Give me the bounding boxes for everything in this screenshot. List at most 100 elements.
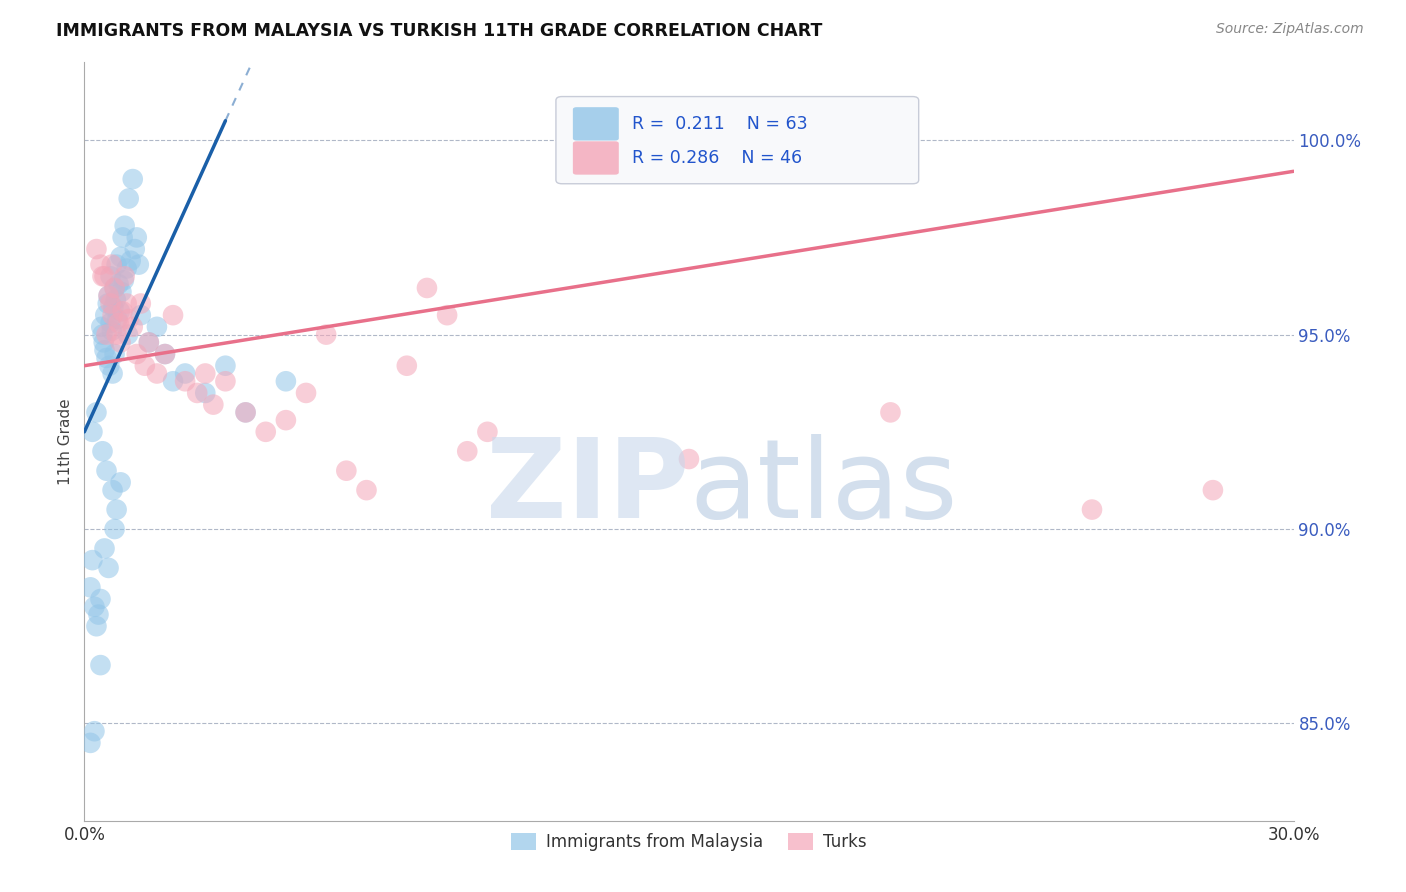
Point bbox=[186, 386, 208, 401]
Point bbox=[274, 374, 297, 388]
Text: R =  0.211    N = 63: R = 0.211 N = 63 bbox=[633, 115, 807, 133]
Point bbox=[162, 374, 184, 388]
Point bbox=[90, 319, 112, 334]
Point bbox=[86, 405, 108, 419]
Point bbox=[89, 258, 111, 272]
Point bbox=[87, 607, 110, 622]
Point bbox=[101, 483, 124, 497]
Point bbox=[162, 308, 184, 322]
FancyBboxPatch shape bbox=[572, 107, 619, 141]
Point bbox=[678, 452, 700, 467]
Point bbox=[100, 258, 122, 272]
Legend: Immigrants from Malaysia, Turks: Immigrants from Malaysia, Turks bbox=[505, 826, 873, 858]
Point bbox=[153, 347, 176, 361]
Point bbox=[112, 273, 135, 287]
Text: ZIP: ZIP bbox=[485, 434, 689, 541]
Point bbox=[108, 304, 131, 318]
Point bbox=[110, 335, 132, 350]
Point bbox=[96, 464, 118, 478]
Point bbox=[117, 327, 139, 342]
Point bbox=[91, 444, 114, 458]
Text: IMMIGRANTS FROM MALAYSIA VS TURKISH 11TH GRADE CORRELATION CHART: IMMIGRANTS FROM MALAYSIA VS TURKISH 11TH… bbox=[56, 22, 823, 40]
Point bbox=[104, 522, 127, 536]
Point bbox=[103, 301, 125, 315]
FancyBboxPatch shape bbox=[572, 141, 619, 175]
Point bbox=[138, 335, 160, 350]
Point bbox=[105, 327, 128, 342]
Point bbox=[356, 483, 378, 497]
Point bbox=[104, 293, 127, 307]
Point bbox=[97, 561, 120, 575]
Point bbox=[235, 405, 257, 419]
Point bbox=[134, 359, 156, 373]
Point bbox=[1202, 483, 1225, 497]
Point bbox=[121, 319, 143, 334]
Point bbox=[94, 308, 117, 322]
Point bbox=[96, 327, 118, 342]
Point bbox=[174, 367, 197, 381]
Point bbox=[146, 319, 169, 334]
Point bbox=[83, 599, 105, 614]
Point bbox=[125, 230, 148, 244]
Point bbox=[96, 351, 118, 365]
Point bbox=[1081, 502, 1104, 516]
Point bbox=[111, 230, 134, 244]
Point bbox=[83, 724, 105, 739]
Point bbox=[115, 296, 138, 310]
Point bbox=[295, 386, 318, 401]
Point bbox=[79, 580, 101, 594]
Point bbox=[436, 308, 458, 322]
Point bbox=[98, 359, 121, 373]
Point bbox=[105, 258, 128, 272]
Point bbox=[104, 347, 127, 361]
Point bbox=[82, 425, 104, 439]
Point bbox=[86, 619, 108, 633]
Point bbox=[315, 327, 337, 342]
Point bbox=[115, 261, 138, 276]
Point bbox=[97, 289, 120, 303]
Point bbox=[118, 192, 141, 206]
Point bbox=[120, 253, 142, 268]
Text: Source: ZipAtlas.com: Source: ZipAtlas.com bbox=[1216, 22, 1364, 37]
Point bbox=[110, 250, 132, 264]
Point bbox=[107, 316, 129, 330]
Point bbox=[416, 281, 439, 295]
Point bbox=[97, 296, 120, 310]
Text: atlas: atlas bbox=[689, 434, 957, 541]
Point bbox=[335, 464, 357, 478]
Point bbox=[121, 172, 143, 186]
Point bbox=[105, 502, 128, 516]
Point bbox=[129, 308, 152, 322]
Point bbox=[110, 285, 132, 299]
Point bbox=[395, 359, 418, 373]
Point bbox=[93, 269, 115, 284]
Point bbox=[93, 541, 115, 556]
Point bbox=[124, 242, 146, 256]
Point bbox=[235, 405, 257, 419]
Point bbox=[100, 269, 122, 284]
Point bbox=[174, 374, 197, 388]
Point bbox=[153, 347, 176, 361]
Point bbox=[79, 736, 101, 750]
Point bbox=[107, 312, 129, 326]
Y-axis label: 11th Grade: 11th Grade bbox=[58, 398, 73, 485]
Point bbox=[101, 367, 124, 381]
Point bbox=[146, 367, 169, 381]
Point bbox=[93, 343, 115, 358]
Point bbox=[100, 316, 122, 330]
Point bbox=[107, 277, 129, 291]
Point bbox=[82, 553, 104, 567]
Point bbox=[214, 359, 236, 373]
Point bbox=[93, 335, 115, 350]
Point bbox=[128, 258, 150, 272]
Point bbox=[91, 327, 114, 342]
Point bbox=[254, 425, 277, 439]
Point bbox=[89, 658, 111, 673]
Point bbox=[111, 304, 134, 318]
Point bbox=[114, 269, 136, 284]
Point bbox=[477, 425, 499, 439]
Point bbox=[214, 374, 236, 388]
Point bbox=[125, 347, 148, 361]
Point bbox=[100, 324, 122, 338]
Point bbox=[456, 444, 478, 458]
